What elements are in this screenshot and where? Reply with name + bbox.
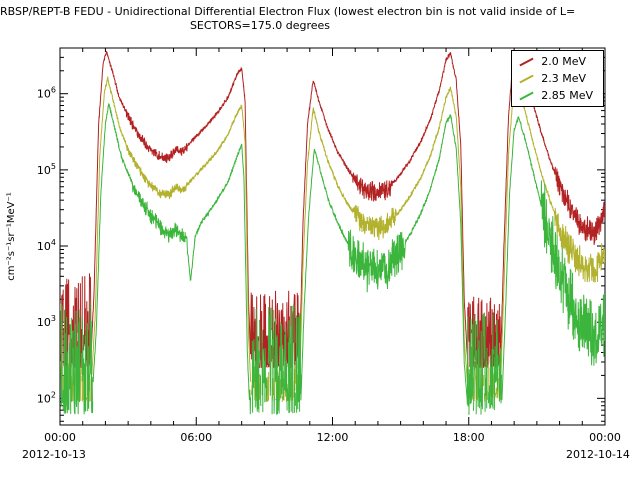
legend-box: 2.0 MeV 2.3 MeV 2.85 MeV [511,50,604,107]
y-tick-label: 106 [37,86,56,101]
legend-label: 2.0 MeV [541,55,586,68]
legend-item: 2.0 MeV [519,53,593,70]
legend-label: 2.85 MeV [541,89,593,102]
x-tick-label: 00:00 [44,431,76,444]
chart-title-line1: RBSP/REPT-B FEDU - Unidirectional Differ… [0,5,576,18]
y-axis-label: cm⁻²s⁻¹sr⁻¹MeV⁻¹ [6,192,17,281]
x-date-left: 2012-10-13 [22,448,86,461]
x-tick-label: 12:00 [317,431,349,444]
legend-item: 2.85 MeV [519,87,593,104]
legend-label: 2.3 MeV [541,72,586,85]
y-tick-label: 104 [37,238,56,253]
x-tick-label: 06:00 [180,431,212,444]
legend-item: 2.3 MeV [519,70,593,87]
chart-title-line2: SECTORS=175.0 degrees [189,19,331,32]
legend-line-sample [519,57,534,66]
x-tick-label: 00:00 [589,431,621,444]
y-tick-label: 105 [37,162,56,177]
x-tick-label: 18:00 [453,431,485,444]
series-2.3-mev [60,76,605,402]
legend-line-sample [519,74,534,83]
series-group [60,49,605,415]
x-date-right: 2012-10-14 [566,448,630,461]
y-tick-label: 103 [37,314,56,329]
legend-line-sample [519,91,534,100]
y-tick-label: 102 [37,390,56,405]
series-2.85-mev [60,103,605,415]
